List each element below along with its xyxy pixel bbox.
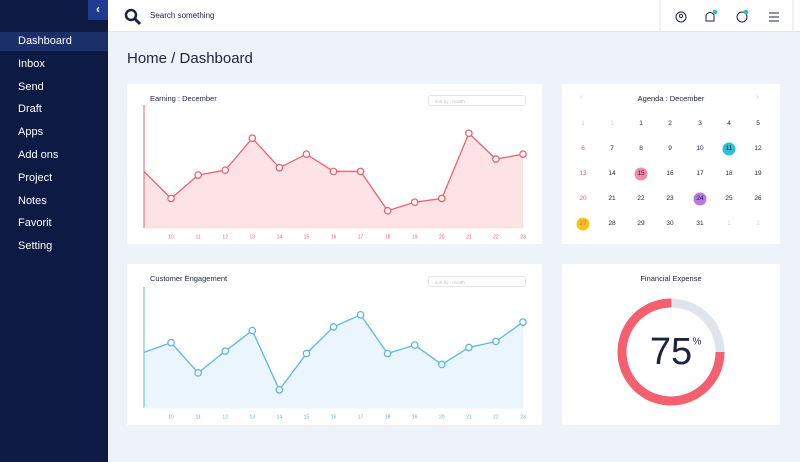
search-input[interactable]: Search something	[150, 11, 215, 20]
calendar-day[interactable]: 1	[581, 120, 585, 127]
calendar-day[interactable]: 11	[725, 145, 733, 152]
calendar-day[interactable]: 31	[696, 220, 704, 227]
calendar-day[interactable]: 5	[756, 120, 760, 127]
card-title: Agenda : December	[637, 94, 705, 103]
calendar-day[interactable]: 7	[610, 145, 614, 152]
calendar-day[interactable]: 24	[696, 195, 704, 202]
card-title: Customer Engagement	[150, 274, 228, 283]
chat-icon[interactable]	[736, 9, 749, 23]
top-icons	[659, 0, 794, 32]
menu-icon[interactable]	[769, 12, 779, 22]
calendar-day[interactable]: 16	[666, 170, 674, 177]
calendar-day[interactable]: 21	[608, 195, 616, 202]
calendar-day[interactable]: 3	[698, 120, 702, 127]
agenda-card: Agenda : December ‹ ›	[562, 84, 780, 244]
bell-icon[interactable]	[705, 9, 718, 22]
search-icon[interactable]	[124, 8, 142, 26]
calendar-day[interactable]: 18	[725, 170, 733, 177]
calendar-day[interactable]: 14	[608, 170, 616, 177]
calendar-day[interactable]: 9	[668, 145, 672, 152]
calendar-day[interactable]: 22	[637, 195, 645, 202]
card-title: Financial Expense	[640, 274, 702, 283]
nav-item[interactable]: Setting	[18, 240, 53, 253]
top-bar	[108, 0, 800, 32]
nav-item[interactable]: Draft	[18, 103, 42, 116]
calendar-day[interactable]: 26	[754, 195, 762, 202]
nav-item[interactable]: Dashboard	[0, 32, 108, 51]
calendar-day[interactable]: 28	[608, 220, 616, 227]
calendar-day[interactable]: 27	[579, 220, 587, 227]
calendar-day[interactable]: 17	[696, 170, 704, 177]
calendar-day[interactable]: 15	[637, 170, 645, 177]
calendar-day[interactable]: 4	[727, 120, 731, 127]
calendar-day[interactable]: 2	[756, 220, 760, 227]
calendar-day[interactable]: 2	[668, 120, 672, 127]
nav-item[interactable]: Notes	[18, 194, 47, 207]
nav-item[interactable]: Favorit	[18, 217, 52, 230]
next-month[interactable]: ›	[756, 92, 759, 101]
calendar-day[interactable]: 23	[666, 195, 674, 202]
nav-item[interactable]: Send	[18, 80, 44, 93]
profile-icon[interactable]	[675, 11, 687, 23]
earning-card: Earning : December sort by : month	[127, 84, 542, 244]
breadcrumb: Home / Dashboard	[127, 50, 253, 67]
calendar-day[interactable]: 10	[696, 145, 704, 152]
engagement-card: Customer Engagement sort by : month	[127, 264, 542, 425]
calendar-day[interactable]: 20	[579, 195, 587, 202]
calendar-day[interactable]: 6	[581, 145, 585, 152]
calendar-day[interactable]: 19	[754, 170, 762, 177]
nav-item[interactable]: Project	[18, 171, 53, 184]
calendar-day[interactable]: 1	[727, 220, 731, 227]
calendar-day[interactable]: 30	[666, 220, 674, 227]
calendar-day[interactable]: 1	[639, 120, 643, 127]
card-title: Earning : December	[150, 94, 217, 103]
calendar-day[interactable]: 25	[725, 195, 733, 202]
sort-dropdown[interactable]: sort by : month	[428, 276, 526, 287]
nav-item[interactable]: Add ons	[18, 149, 59, 161]
prev-month[interactable]: ‹	[580, 92, 583, 101]
sort-dropdown[interactable]: sort by : month	[428, 95, 526, 106]
calendar-day[interactable]: 13	[579, 170, 587, 177]
nav-item[interactable]: Inbox	[18, 57, 45, 70]
calendar-day[interactable]: 1	[610, 120, 614, 127]
calendar-day[interactable]: 8	[639, 145, 643, 152]
nav-item[interactable]: Apps	[18, 126, 44, 139]
sidebar	[0, 0, 108, 462]
calendar-day[interactable]: 29	[637, 220, 645, 227]
calendar-day[interactable]: 12	[754, 145, 762, 152]
sidebar-toggle[interactable]: ‹	[88, 0, 108, 20]
expense-card: Financial Expense	[562, 264, 780, 425]
